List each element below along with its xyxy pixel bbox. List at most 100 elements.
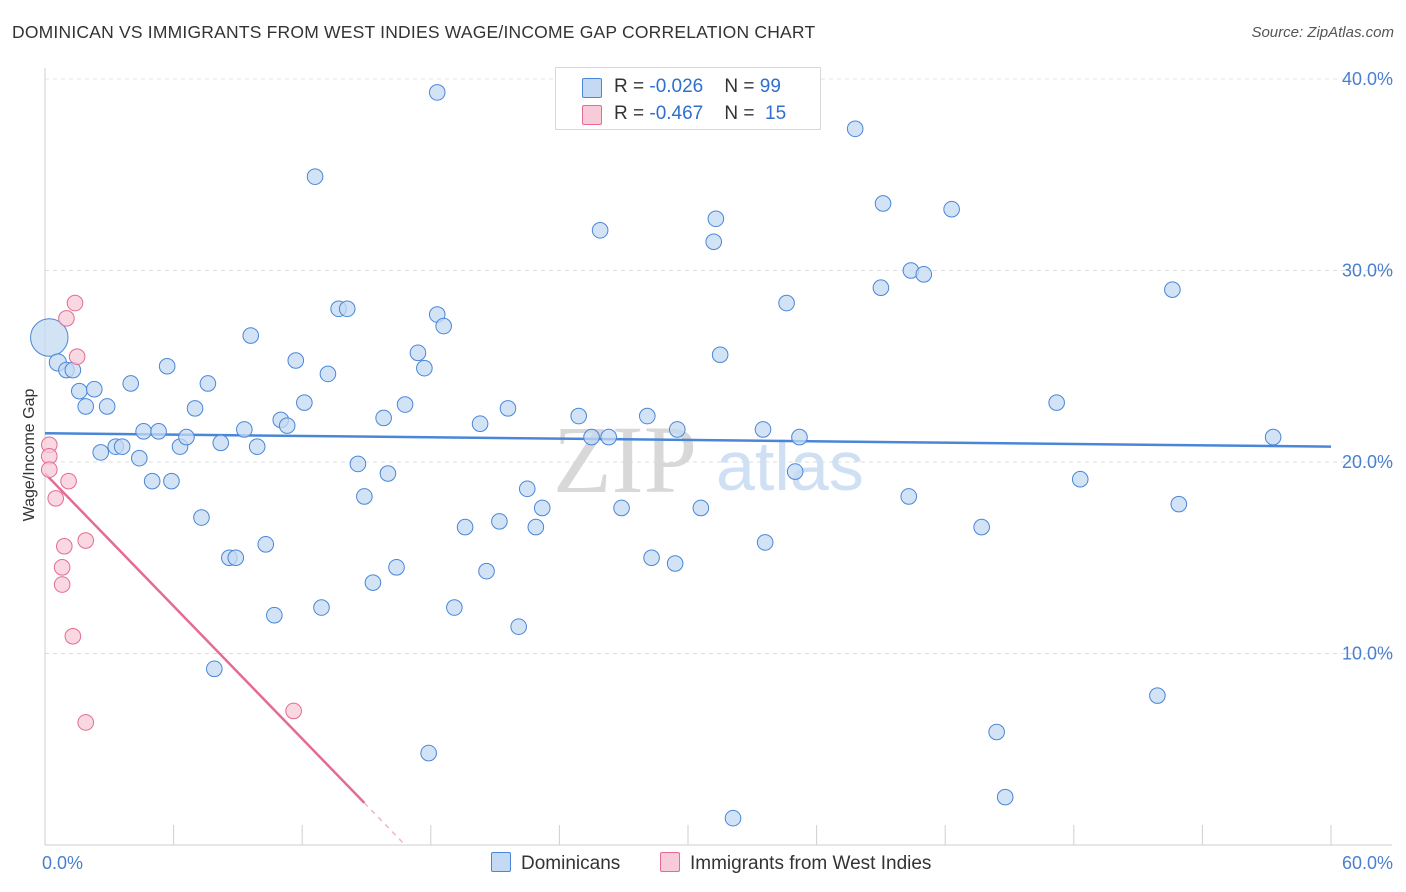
data-point-dominican xyxy=(98,398,116,415)
data-point-dominican xyxy=(583,428,600,446)
data-point-dominican xyxy=(388,559,405,576)
data-point-dominican xyxy=(364,574,382,591)
data-point-west-indies xyxy=(66,294,84,312)
trend-line-dominicans xyxy=(44,432,1332,448)
data-point-dominican xyxy=(996,788,1014,806)
data-point-dominican xyxy=(396,396,414,413)
data-point-dominican xyxy=(872,279,890,297)
bottom-legend-west-indies[interactable]: Immigrants from West Indies xyxy=(660,852,931,875)
data-point-dominican xyxy=(846,120,864,138)
data-point-dominican xyxy=(533,499,551,517)
data-point-west-indies xyxy=(47,490,65,507)
legend-r-label: R = xyxy=(614,76,650,97)
data-point-dominican xyxy=(786,463,804,480)
data-point-dominican xyxy=(1048,394,1065,411)
data-point-dominican xyxy=(638,407,656,425)
data-point-dominican xyxy=(491,513,508,530)
data-point-dominican xyxy=(122,375,140,392)
data-point-dominican xyxy=(988,723,1005,741)
data-point-dominican xyxy=(428,84,446,101)
data-point-dominican xyxy=(356,488,373,505)
data-point-dominican xyxy=(707,210,725,228)
data-point-west-indies xyxy=(64,627,82,645)
x-tick-labels: 0.0% 60.0% xyxy=(42,853,1393,873)
y-tick-labels: 10.0% 20.0% 30.0% 40.0% xyxy=(1342,69,1393,664)
data-point-dominican xyxy=(900,488,918,505)
data-point-dominican xyxy=(613,499,630,517)
data-point-dominican xyxy=(668,421,686,438)
data-point-west-indies xyxy=(53,576,71,593)
data-point-dominican xyxy=(973,518,990,536)
data-point-dominican xyxy=(163,472,180,490)
source-label: Source: ZipAtlas.com xyxy=(1251,24,1394,41)
bottom-legend-dominicans[interactable]: Dominicans xyxy=(491,852,620,875)
data-point-dominican xyxy=(643,549,660,567)
y-tick-label: 10.0% xyxy=(1342,644,1393,664)
data-point-west-indies xyxy=(60,472,77,490)
data-point-west-indies xyxy=(53,559,71,576)
trend-line-west-indies xyxy=(44,472,366,804)
data-point-dominican xyxy=(692,499,710,517)
data-point-dominican xyxy=(1071,470,1089,488)
data-point-dominican xyxy=(791,428,808,446)
data-point-dominican xyxy=(242,327,260,344)
data-point-west-indies xyxy=(40,461,58,478)
data-point-dominican xyxy=(77,398,95,415)
data-point-dominican xyxy=(257,536,275,553)
legend-n-value: 15 xyxy=(765,103,787,124)
correlation-legend: R = -0.026 N = 99 R = -0.467 N = 15 xyxy=(555,67,821,130)
data-point-west-indies xyxy=(285,702,302,720)
data-point-dominican xyxy=(143,472,161,490)
data-point-dominican xyxy=(435,317,452,335)
data-point-dominican xyxy=(570,407,587,425)
y-tick-label: 20.0% xyxy=(1342,452,1393,472)
data-point-dominican xyxy=(420,744,437,762)
data-point-dominican xyxy=(266,606,283,624)
data-point-dominican xyxy=(499,400,517,417)
data-point-dominican xyxy=(600,428,617,446)
legend-swatch-blue xyxy=(582,78,602,98)
legend-n-value: 99 xyxy=(759,76,781,97)
data-point-dominican xyxy=(1264,428,1282,446)
data-point-dominican xyxy=(85,380,103,398)
data-point-dominican xyxy=(874,195,892,212)
data-point-dominican xyxy=(471,415,489,433)
data-point-dominican xyxy=(456,518,474,536)
data-point-dominican xyxy=(375,409,392,427)
data-point-dominican xyxy=(319,365,337,383)
data-point-dominican xyxy=(1170,495,1188,513)
data-point-dominican xyxy=(338,300,356,318)
data-point-dominican xyxy=(349,455,367,473)
data-point-dominican xyxy=(705,233,723,251)
data-point-west-indies xyxy=(77,532,95,549)
legend-n-label: N = xyxy=(724,76,760,97)
grid-lines xyxy=(45,78,1392,654)
legend-r-value: -0.026 xyxy=(649,76,704,97)
data-point-dominican xyxy=(711,346,729,364)
trend-line-west-indies-extension xyxy=(363,802,406,846)
data-point-dominican xyxy=(278,417,296,434)
bottom-legend-swatch-pink xyxy=(660,852,680,872)
data-point-dominican xyxy=(379,465,397,482)
data-point-dominican xyxy=(92,444,110,461)
data-point-dominican xyxy=(227,549,245,567)
data-point-dominican xyxy=(30,318,69,357)
data-point-dominican xyxy=(409,344,427,362)
data-point-dominican xyxy=(1149,687,1166,704)
west-indies-points xyxy=(40,294,302,731)
data-point-west-indies xyxy=(77,714,95,731)
legend-n-label: N = xyxy=(724,103,760,124)
data-point-dominican xyxy=(943,200,960,218)
data-point-dominican xyxy=(915,266,933,283)
y-tick-label: 40.0% xyxy=(1342,69,1393,89)
data-point-dominican xyxy=(206,660,223,678)
data-point-dominican xyxy=(296,394,313,411)
data-point-dominican xyxy=(248,438,266,455)
data-point-dominican xyxy=(113,438,131,455)
legend-swatch-pink xyxy=(582,105,602,125)
data-point-dominican xyxy=(518,480,536,498)
data-point-dominican xyxy=(186,400,204,417)
legend-r-label: R = xyxy=(614,103,650,124)
data-point-dominican xyxy=(446,599,463,616)
